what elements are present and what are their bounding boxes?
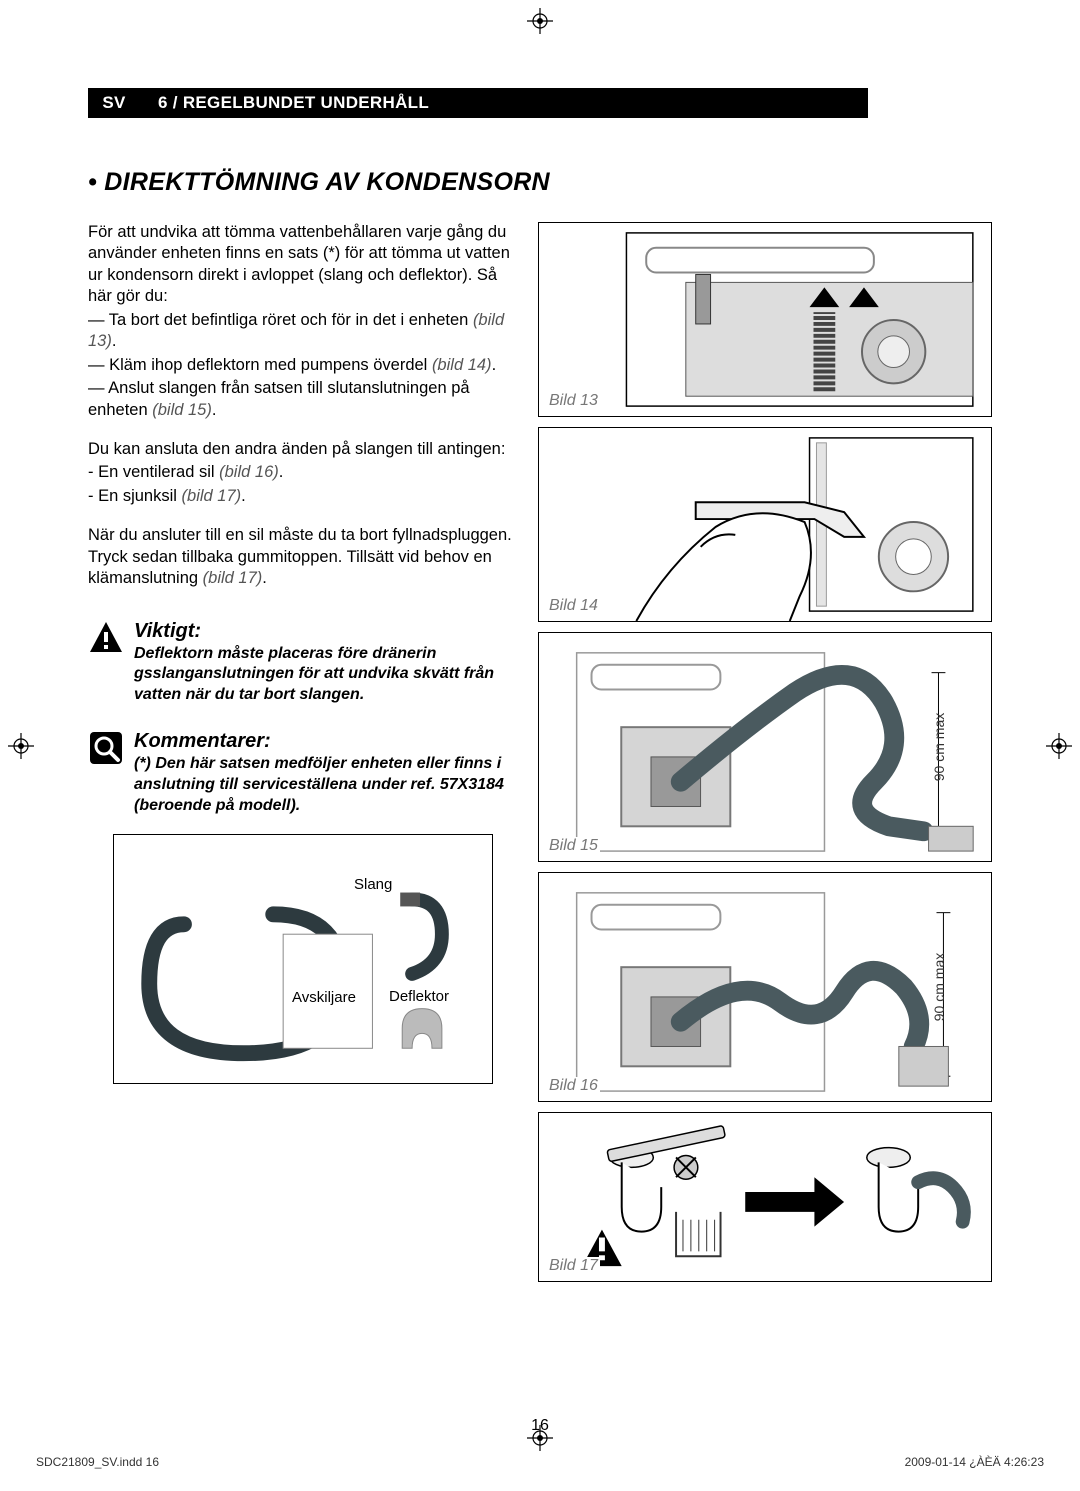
figure-17-caption: Bild 17	[547, 1257, 600, 1275]
step3-text: — Anslut slangen från satsen till slutan…	[88, 379, 470, 418]
comments-text: (*) Den här satsen medföljer enheten ell…	[134, 754, 518, 816]
header-section-title: 6 / REGELBUNDET UNDERHÅLL	[140, 93, 429, 113]
comments-title: Kommentarer:	[134, 728, 518, 754]
registration-mark-top	[527, 8, 553, 34]
important-text: Deflektorn måste placeras före dränerin …	[134, 644, 518, 706]
page: SV 6 / REGELBUNDET UNDERHÅLL • DIREKTTÖM…	[88, 88, 992, 1403]
opt2-end: .	[241, 487, 246, 505]
figure-16-caption: Bild 16	[547, 1077, 600, 1095]
important-callout: Viktigt: Deflektorn måste placeras före …	[88, 618, 518, 706]
figure-15: 90 cm max Bild 15	[538, 632, 992, 862]
step-3: — Anslut slangen från satsen till slutan…	[88, 378, 518, 421]
magnifier-icon	[88, 730, 124, 766]
step-1: — Ta bort det befintliga röret och för i…	[88, 310, 518, 353]
opt1-end: .	[279, 463, 284, 481]
opt1-text: - En ventilerad sil	[88, 463, 219, 481]
opt2-text: - En sjunksil	[88, 487, 182, 505]
step3-ref: (bild 15)	[152, 401, 212, 419]
section-header: SV 6 / REGELBUNDET UNDERHÅLL	[88, 88, 868, 118]
kit-contents-figure: Slang Avskiljare Deflektor	[113, 834, 493, 1084]
step2-ref: (bild 14)	[432, 356, 492, 374]
figure-13-caption: Bild 13	[547, 392, 600, 410]
registration-mark-left	[8, 733, 34, 759]
warning-icon	[88, 620, 124, 656]
comments-callout: Kommentarer: (*) Den här satsen medfölje…	[88, 728, 518, 816]
option-1: - En ventilerad sil (bild 16).	[88, 462, 518, 483]
kit-label-deflektor: Deflektor	[389, 987, 449, 1007]
figure-13: Bild 13	[538, 222, 992, 417]
important-title: Viktigt:	[134, 618, 518, 644]
figure-15-caption: Bild 15	[547, 837, 600, 855]
step2-text: — Kläm ihop deflektorn med pumpens överd…	[88, 356, 432, 374]
step2-end: .	[492, 356, 497, 374]
kit-label-avskiljare: Avskiljare	[292, 988, 356, 1008]
page-title: • DIREKTTÖMNING AV KONDENSORN	[88, 168, 992, 197]
step-2: — Kläm ihop deflektorn med pumpens överd…	[88, 355, 518, 376]
header-lang: SV	[88, 93, 140, 113]
note-ref: (bild 17)	[203, 569, 263, 587]
footer-filename: SDC21809_SV.indd 16	[36, 1455, 159, 1469]
opt2-ref: (bild 17)	[182, 487, 242, 505]
step1-text: — Ta bort det befintliga röret och för i…	[88, 311, 473, 329]
note-end: .	[262, 569, 267, 587]
registration-mark-right	[1046, 733, 1072, 759]
step1-end: .	[112, 332, 117, 350]
figure-15-dimension: 90 cm max	[931, 713, 947, 781]
note-text: När du ansluter till en sil måste du ta …	[88, 525, 518, 589]
figure-16-dimension: 90 cm max	[931, 953, 947, 1021]
page-number: 16	[531, 1417, 549, 1435]
step3-end: .	[212, 401, 217, 419]
intro-text: För att undvika att tömma vattenbehållar…	[88, 222, 518, 308]
figure-14: Bild 14	[538, 427, 992, 622]
connect-intro: Du kan ansluta den andra änden på slange…	[88, 439, 518, 460]
text-column: För att undvika att tömma vattenbehållar…	[88, 222, 518, 1282]
footer-timestamp: 2009-01-14 ¿ÀÈÄ 4:26:23	[905, 1455, 1044, 1469]
note-body: När du ansluter till en sil måste du ta …	[88, 526, 512, 587]
opt1-ref: (bild 16)	[219, 463, 279, 481]
figure-17: Bild 17	[538, 1112, 992, 1282]
kit-label-slang: Slang	[354, 875, 392, 895]
figure-14-caption: Bild 14	[547, 597, 600, 615]
figures-column: Bild 13 Bild 14	[538, 222, 992, 1282]
option-2: - En sjunksil (bild 17).	[88, 486, 518, 507]
figure-16: 90 cm max Bild 16	[538, 872, 992, 1102]
